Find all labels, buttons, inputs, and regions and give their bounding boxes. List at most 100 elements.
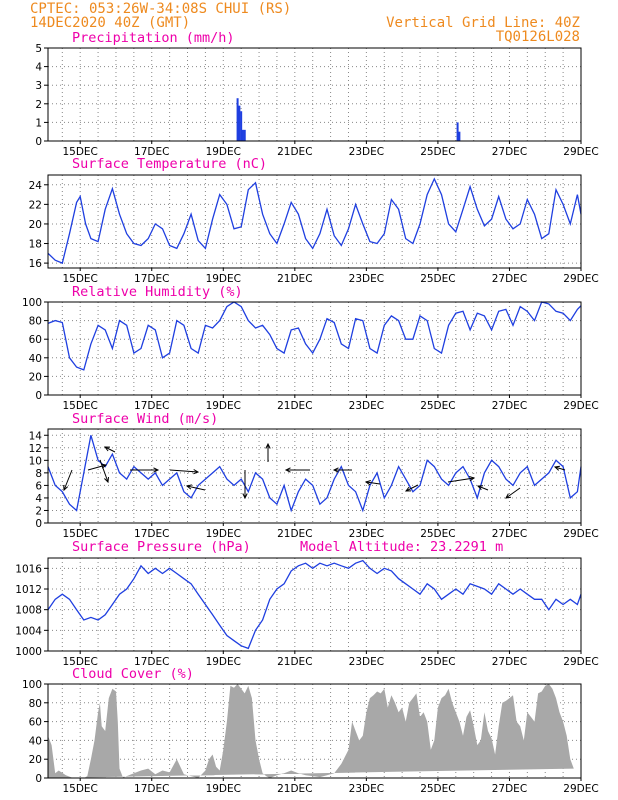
- temp-panel: Surface Temperature (nC) 16 18 20 22 24 15DEC 1…: [29, 156, 599, 285]
- press-series-line: [47, 559, 582, 650]
- rh-title: Relative Humidity (%): [72, 284, 243, 300]
- y-tick-label: 0: [35, 136, 42, 148]
- wind-arrow: [505, 487, 521, 499]
- y-tick-label: 4: [35, 493, 42, 505]
- precip-frame: [47, 47, 582, 142]
- precip-panel: Precipitation (mm/h) 0 1 2 3 4 5 15DEC 17DEC 19DE…: [35, 30, 598, 158]
- x-tick-label: 25DEC: [420, 783, 455, 795]
- x-tick-label: 21DEC: [277, 783, 312, 795]
- precip-bar: [458, 131, 461, 141]
- y-tick-label: 1000: [15, 646, 42, 658]
- y-tick-label: 1016: [15, 563, 42, 575]
- x-tick-label: 15DEC: [62, 273, 97, 285]
- precip-bar: [236, 98, 239, 141]
- x-tick-label: 19DEC: [206, 656, 241, 668]
- wind-arrow-head: [469, 476, 476, 482]
- wind-arrow: [554, 466, 566, 471]
- y-tick-label: 1004: [15, 625, 42, 637]
- x-tick-label: 23DEC: [349, 656, 384, 668]
- x-tick-label: 21DEC: [277, 656, 312, 668]
- x-tick-label: 23DEC: [349, 146, 384, 158]
- wind-frame: [47, 428, 582, 524]
- x-tick-label: 19DEC: [206, 146, 241, 158]
- y-tick-label: 3: [35, 80, 42, 92]
- x-tick-label: 23DEC: [349, 783, 384, 795]
- wind-arrow-head: [153, 467, 160, 473]
- wind-arrow-head: [284, 467, 291, 473]
- precip-title: Precipitation (mm/h): [72, 30, 235, 46]
- x-tick-label: 17DEC: [134, 273, 169, 285]
- y-tick-label: 20: [29, 754, 42, 766]
- x-tick-label: 25DEC: [420, 146, 455, 158]
- x-tick-label: 27DEC: [492, 146, 527, 158]
- x-tick-label: 15DEC: [62, 656, 97, 668]
- x-tick-label: 25DEC: [420, 656, 455, 668]
- precip-bar: [456, 122, 459, 141]
- y-tick-label: 14: [29, 430, 43, 442]
- y-tick-label: 2: [35, 99, 42, 111]
- x-tick-label: 17DEC: [134, 783, 169, 795]
- grid-line-label: Vertical Grid Line: 40Z: [386, 15, 580, 31]
- press-frame: [47, 557, 582, 652]
- precip-bar: [243, 129, 246, 141]
- y-tick-label: 18: [29, 239, 42, 251]
- wind-arrow-head: [364, 480, 371, 486]
- x-tick-label: 29DEC: [563, 273, 598, 285]
- y-tick-label: 0: [35, 773, 42, 785]
- wind-arrow-head: [505, 493, 511, 499]
- x-tick-label: 23DEC: [349, 528, 384, 540]
- wind-arrow-head: [265, 442, 271, 449]
- station-label: CPTEC: 053:26W-34:08S CHUI (RS): [30, 1, 291, 17]
- y-tick-label: 12: [29, 443, 42, 455]
- y-tick-label: 8: [35, 468, 42, 480]
- wind-arrow: [169, 469, 199, 473]
- wind-arrow: [365, 481, 381, 485]
- wind-arrow: [447, 477, 475, 483]
- x-tick-label: 21DEC: [277, 528, 312, 540]
- y-tick-label: 22: [29, 199, 42, 211]
- cloud-panel: Cloud Cover (%) 0 20 40 60 80 100 15DEC 17DEC 19D…: [22, 666, 599, 795]
- wind-arrow-head: [193, 469, 200, 475]
- x-tick-label: 23DEC: [349, 400, 384, 412]
- x-tick-label: 25DEC: [420, 273, 455, 285]
- wind-arrow-head: [104, 476, 109, 484]
- x-tick-label: 17DEC: [134, 528, 169, 540]
- temp-series-line: [47, 177, 582, 264]
- x-tick-label: 19DEC: [206, 783, 241, 795]
- precip-bar: [240, 111, 243, 141]
- x-tick-label: 15DEC: [62, 528, 97, 540]
- x-tick-label: 29DEC: [563, 783, 598, 795]
- cloud-frame: [47, 683, 582, 779]
- wind-arrow: [405, 484, 419, 492]
- wind-arrow-head: [185, 484, 193, 490]
- y-tick-label: 1: [35, 117, 42, 129]
- x-tick-label: 21DEC: [277, 273, 312, 285]
- wind-arrow: [104, 446, 116, 453]
- y-tick-label: 0: [35, 390, 42, 402]
- wind-arrow: [186, 485, 206, 491]
- rh-frame: [47, 301, 582, 396]
- x-tick-label: 15DEC: [62, 146, 97, 158]
- x-tick-label: 21DEC: [277, 146, 312, 158]
- x-tick-label: 29DEC: [563, 146, 598, 158]
- wind-vectors: [63, 442, 566, 500]
- wind-arrow: [87, 464, 107, 471]
- y-tick-label: 4: [35, 62, 42, 74]
- x-tick-label: 19DEC: [206, 400, 241, 412]
- x-tick-label: 21DEC: [277, 400, 312, 412]
- y-tick-label: 6: [35, 480, 42, 492]
- wind-arrow-head: [553, 465, 560, 471]
- wind-arrow-head: [101, 463, 108, 469]
- model-code-label: TQ0126L028: [496, 29, 580, 45]
- temp-title: Surface Temperature (nC): [72, 156, 267, 172]
- y-tick-label: 1008: [15, 605, 42, 617]
- x-tick-label: 29DEC: [563, 656, 598, 668]
- x-tick-label: 15DEC: [62, 783, 97, 795]
- y-tick-label: 2: [35, 505, 42, 517]
- wind-series-line: [47, 435, 582, 513]
- x-tick-label: 29DEC: [563, 400, 598, 412]
- y-tick-label: 100: [22, 297, 42, 309]
- y-tick-label: 60: [29, 334, 42, 346]
